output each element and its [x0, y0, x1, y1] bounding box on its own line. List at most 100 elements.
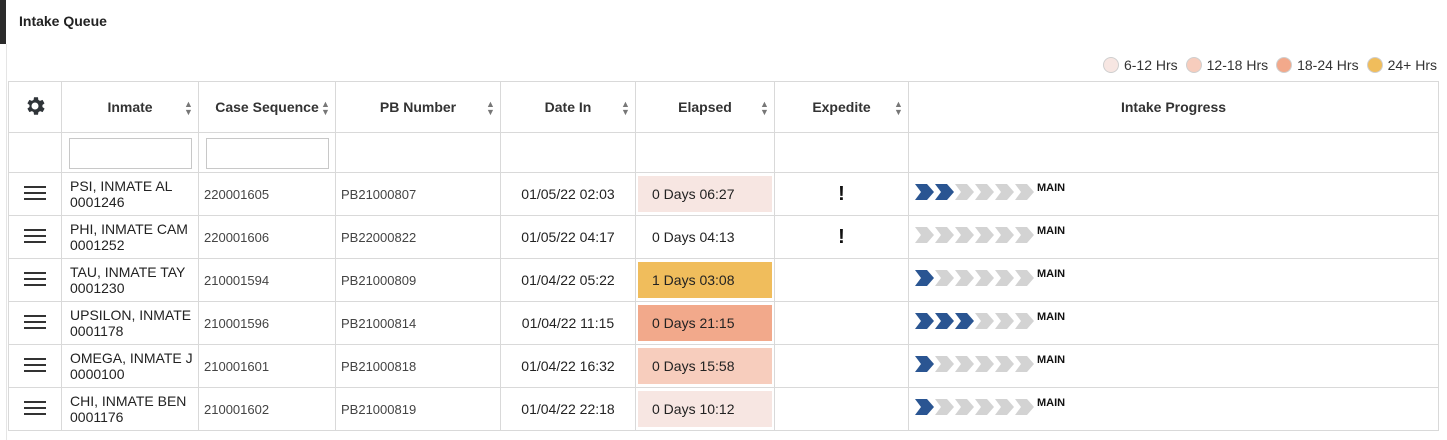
intake-queue-table: Inmate ▲ ▼ Case Sequence ▲ ▼ PB Number ▲ ▼ Dat… — [8, 81, 1439, 431]
table-row[interactable]: UPSILON, INMATE 0001178 210001596 PB2100081… — [8, 301, 1439, 345]
inmate-id: 0001178 — [70, 323, 124, 339]
column-header-pb-number[interactable]: PB Number ▲ ▼ — [335, 81, 501, 133]
progress-step-icon — [915, 227, 934, 243]
case-sequence-filter-input[interactable] — [206, 137, 329, 169]
sort-icon[interactable]: ▲ ▼ — [184, 99, 193, 117]
column-header-intake-progress: Intake Progress — [908, 81, 1439, 133]
progress-step-icon — [995, 184, 1014, 200]
sort-icon[interactable]: ▲ ▼ — [486, 99, 495, 117]
progress-step-icon — [975, 313, 994, 329]
filter-cell — [335, 132, 501, 173]
progress-step-icon — [935, 227, 954, 243]
progress-step-icon — [955, 270, 974, 286]
pb-number-cell: PB21000819 — [335, 387, 501, 431]
progress-step-icon — [915, 184, 934, 200]
progress-step-icon — [935, 270, 954, 286]
inmate-name: OMEGA, INMATE J — [70, 350, 193, 366]
date-in-cell: 01/04/22 05:22 — [500, 258, 636, 302]
row-menu-button[interactable] — [8, 387, 62, 431]
progress-step-icon — [935, 313, 954, 329]
legend-label: 24+ Hrs — [1387, 57, 1437, 73]
hamburger-menu-icon[interactable] — [24, 182, 46, 204]
progress-step-icon — [955, 227, 974, 243]
legend-item: 24+ Hrs — [1366, 57, 1437, 73]
row-menu-button[interactable] — [8, 172, 62, 216]
legend-swatch — [1185, 57, 1202, 73]
legend-label: 12-18 Hrs — [1206, 57, 1269, 73]
progress-step-icon — [1015, 227, 1034, 243]
case-sequence-cell: 210001594 — [198, 258, 336, 302]
sort-icon[interactable]: ▲ ▼ — [760, 99, 769, 117]
elapsed-cell: 0 Days 15:58 — [635, 344, 775, 388]
hamburger-menu-icon[interactable] — [24, 268, 46, 290]
legend-swatch — [1276, 57, 1293, 73]
progress-step-icon — [955, 313, 974, 329]
hamburger-menu-icon[interactable] — [24, 225, 46, 247]
expedite-cell — [774, 258, 909, 302]
progress-step-icon — [975, 184, 994, 200]
pb-number-cell: PB21000809 — [335, 258, 501, 302]
progress-steps: MAIN — [915, 182, 1438, 201]
column-label: PB Number — [379, 99, 457, 115]
row-menu-button[interactable] — [8, 215, 62, 259]
hamburger-menu-icon[interactable] — [24, 311, 46, 333]
filter-cell — [8, 132, 62, 173]
column-header-inmate[interactable]: Inmate ▲ ▼ — [61, 81, 199, 133]
table-row[interactable]: PSI, INMATE AL 0001246 220001605 PB21000807… — [8, 172, 1439, 216]
column-header-expedite[interactable]: Expedite ▲ ▼ — [774, 81, 909, 133]
progress-step-icon — [975, 270, 994, 286]
table-row[interactable]: PHI, INMATE CAM 0001252 220001606 PB2200082… — [8, 215, 1439, 259]
elapsed-cell: 0 Days 10:12 — [635, 387, 775, 431]
column-header-case-sequence[interactable]: Case Sequence ▲ ▼ — [198, 81, 336, 133]
table-row[interactable]: OMEGA, INMATE J 0000100 210001601 PB2100081… — [8, 344, 1439, 388]
column-header-elapsed[interactable]: Elapsed ▲ ▼ — [635, 81, 775, 133]
legend-swatch — [1366, 57, 1383, 73]
progress-step-icon — [995, 399, 1014, 415]
date-in-cell: 01/04/22 16:32 — [500, 344, 636, 388]
date-in-cell: 01/05/22 02:03 — [500, 172, 636, 216]
progress-stage-label: MAIN — [1037, 354, 1066, 366]
inmate-id: 0001246 — [70, 194, 125, 210]
column-label: Date In — [544, 99, 592, 115]
sort-icon[interactable]: ▲ ▼ — [321, 99, 330, 117]
elapsed-cell: 0 Days 04:13 — [635, 215, 775, 259]
inmate-cell: PSI, INMATE AL 0001246 — [61, 172, 199, 216]
table-row[interactable]: TAU, INMATE TAY 0001230 210001594 PB2100080… — [8, 258, 1439, 302]
row-menu-button[interactable] — [8, 258, 62, 302]
inmate-cell: OMEGA, INMATE J 0000100 — [61, 344, 199, 388]
progress-steps: MAIN — [915, 225, 1438, 244]
column-header-date-in[interactable]: Date In ▲ ▼ — [500, 81, 636, 133]
expedite-cell — [774, 387, 909, 431]
inmate-filter-input[interactable] — [69, 137, 192, 169]
case-sequence-cell: 210001596 — [198, 301, 336, 345]
progress-step-icon — [955, 184, 974, 200]
elapsed-cell: 0 Days 06:27 — [635, 172, 775, 216]
hamburger-menu-icon[interactable] — [24, 397, 46, 419]
panel-title: Intake Queue — [19, 13, 107, 29]
progress-stage-label: MAIN — [1037, 397, 1066, 409]
gear-icon[interactable] — [23, 94, 47, 118]
panel-border — [6, 44, 7, 440]
progress-step-icon — [975, 399, 994, 415]
filter-cell — [198, 132, 336, 173]
filter-cell — [635, 132, 775, 173]
date-in-cell: 01/04/22 22:18 — [500, 387, 636, 431]
pb-number-cell: PB21000814 — [335, 301, 501, 345]
sort-icon[interactable]: ▲ ▼ — [621, 99, 630, 117]
intake-progress-cell: MAIN — [908, 301, 1439, 345]
row-menu-button[interactable] — [8, 344, 62, 388]
progress-steps: MAIN — [915, 311, 1438, 330]
filter-cell — [500, 132, 636, 173]
inmate-cell: TAU, INMATE TAY 0001230 — [61, 258, 199, 302]
progress-step-icon — [995, 270, 1014, 286]
settings-header[interactable] — [8, 81, 62, 133]
elapsed-cell: 1 Days 03:08 — [635, 258, 775, 302]
table-row[interactable]: CHI, INMATE BEN 0001176 210001602 PB2100081… — [8, 387, 1439, 431]
inmate-id: 0000100 — [70, 366, 125, 382]
row-menu-button[interactable] — [8, 301, 62, 345]
progress-step-icon — [915, 399, 934, 415]
sort-icon[interactable]: ▲ ▼ — [894, 99, 903, 117]
hamburger-menu-icon[interactable] — [24, 354, 46, 376]
inmate-name: TAU, INMATE TAY — [70, 264, 186, 280]
legend-item: 12-18 Hrs — [1185, 57, 1269, 73]
